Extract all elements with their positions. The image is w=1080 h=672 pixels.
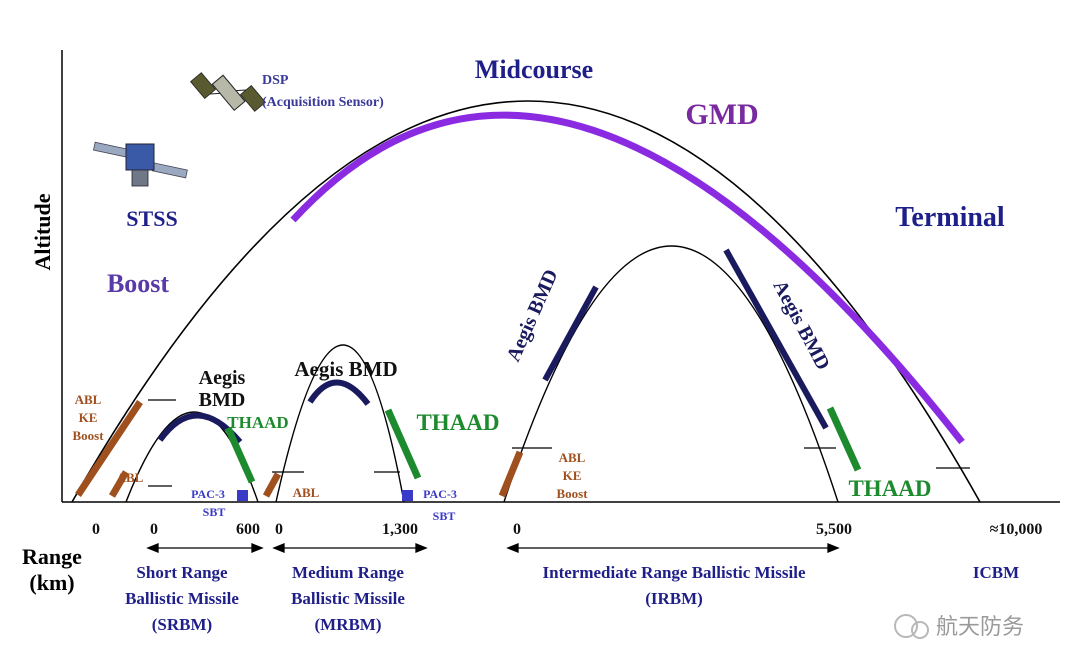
phase-label-terminal: Terminal: [895, 202, 1005, 233]
aegis-label-srbm-line1: Aegis: [199, 367, 246, 389]
range-label-mrbm-line1: Medium Range: [292, 563, 404, 582]
abl-ke-boost-label-irbm-line2: KE: [563, 468, 582, 483]
abl-label-mrbm: ABL: [293, 485, 320, 500]
range-label-icbm: ICBM: [973, 563, 1019, 582]
phase-label-boost: Boost: [107, 269, 169, 298]
thaad-label-irbm: THAAD: [848, 476, 931, 501]
gmd-band: [290, 111, 965, 445]
aegis-label-irbm-descent: Aegis BMD: [769, 277, 835, 374]
abl-bar-srbm: [108, 470, 130, 498]
range-label-srbm-line1: Short Range: [136, 563, 228, 582]
thaad-label-srbm: THAAD: [227, 413, 288, 432]
abl-ke-boost-label-left: ABL KE Boost: [72, 392, 104, 443]
abl-bar-mrbm: [262, 472, 282, 498]
abl-ke-boost-label-irbm-line3: Boost: [556, 486, 588, 501]
pac3-label-srbm-line1: PAC-3: [191, 487, 225, 501]
tick-label-10000: ≈10,000: [990, 521, 1043, 538]
icbm-trajectory: [71, 100, 981, 503]
pac3-label-srbm: PAC-3 SBT: [191, 487, 225, 519]
phase-label-midcourse: Midcourse: [475, 55, 593, 84]
tick-label-5500: 5,500: [816, 521, 852, 538]
watermark-text: 航天防务: [936, 614, 1024, 639]
thaad-bar-srbm: [224, 426, 256, 484]
gmd-label: GMD: [685, 98, 758, 131]
aegis-label-mrbm: Aegis BMD: [294, 357, 397, 381]
range-label-irbm-line2: (IRBM): [645, 589, 703, 608]
abl-ke-boost-label-left-line2: KE: [79, 410, 98, 425]
irbm-trajectory: [503, 245, 839, 503]
abl-label-srbm: ABL: [117, 470, 144, 485]
pac3-block-srbm: [237, 490, 248, 501]
abl-ke-boost-label-irbm: ABL KE Boost: [556, 450, 588, 501]
aegis-bar-irbm-ascent: [542, 285, 599, 382]
tick-label-600: 600: [236, 521, 260, 538]
dsp-satellite-icon: [190, 72, 266, 112]
watermark-logo-icon-inner: [911, 621, 929, 639]
trajectory-tick-marks: [148, 399, 970, 487]
range-label-mrbm: Medium Range Ballistic Missile (MRBM): [291, 563, 405, 634]
aegis-bar-mrbm: [307, 379, 371, 406]
watermark: 航天防务: [894, 614, 1024, 639]
sensor-label-dsp: DSP: [262, 73, 289, 88]
sensor-label-dsp-detail: (Acquisition Sensor): [262, 95, 384, 110]
pac3-label-srbm-line2: SBT: [203, 505, 226, 519]
x-axis-tick-labels: 0 0 600 0 1,300 0 5,500 ≈10,000: [92, 521, 1042, 538]
y-axis-label: Altitude: [30, 193, 55, 270]
aegis-label-srbm-line2: BMD: [199, 389, 246, 411]
range-label-srbm: Short Range Ballistic Missile (SRBM): [125, 563, 239, 634]
thaad-label-mrbm: THAAD: [416, 410, 499, 435]
mrbm-trajectory: [275, 344, 405, 503]
stss-satellite-icon: [92, 141, 188, 187]
pac3-label-mrbm-line1: PAC-3: [423, 487, 457, 501]
pac3-label-mrbm: PAC-3 SBT: [423, 487, 457, 523]
tick-label-0b: 0: [150, 521, 158, 538]
x-axis-label-line2: (km): [29, 570, 74, 595]
range-label-mrbm-line3: (MRBM): [314, 615, 381, 634]
aegis-label-irbm-ascent: Aegis BMD: [502, 266, 562, 365]
sensor-label-stss: STSS: [126, 206, 177, 231]
range-label-srbm-line2: Ballistic Missile: [125, 589, 239, 608]
tick-label-1300: 1,300: [382, 521, 418, 538]
range-label-mrbm-line2: Ballistic Missile: [291, 589, 405, 608]
aegis-bar-irbm-descent: [723, 248, 829, 430]
x-axis-label-line1: Range: [22, 544, 82, 569]
watermark-logo-icon: [894, 614, 918, 638]
abl-ke-boost-bar-left: [75, 400, 143, 497]
abl-ke-boost-label-irbm-line1: ABL: [559, 450, 586, 465]
tick-label-0d: 0: [513, 521, 521, 538]
abl-ke-boost-label-left-line1: ABL: [75, 392, 102, 407]
tick-label-0a: 0: [92, 521, 100, 538]
abl-ke-boost-bar-irbm: [498, 450, 524, 498]
tick-label-0c: 0: [275, 521, 283, 538]
thaad-bar-irbm: [826, 406, 862, 472]
range-label-irbm: Intermediate Range Ballistic Missile (IR…: [543, 563, 806, 608]
abl-ke-boost-label-left-line3: Boost: [72, 428, 104, 443]
thaad-bar-mrbm: [384, 408, 422, 480]
range-label-srbm-line3: (SRBM): [152, 615, 212, 634]
pac3-label-mrbm-line2: SBT: [433, 509, 456, 523]
range-label-irbm-line1: Intermediate Range Ballistic Missile: [543, 563, 806, 582]
pac3-block-mrbm: [402, 490, 413, 501]
range-arrows: [146, 543, 840, 553]
